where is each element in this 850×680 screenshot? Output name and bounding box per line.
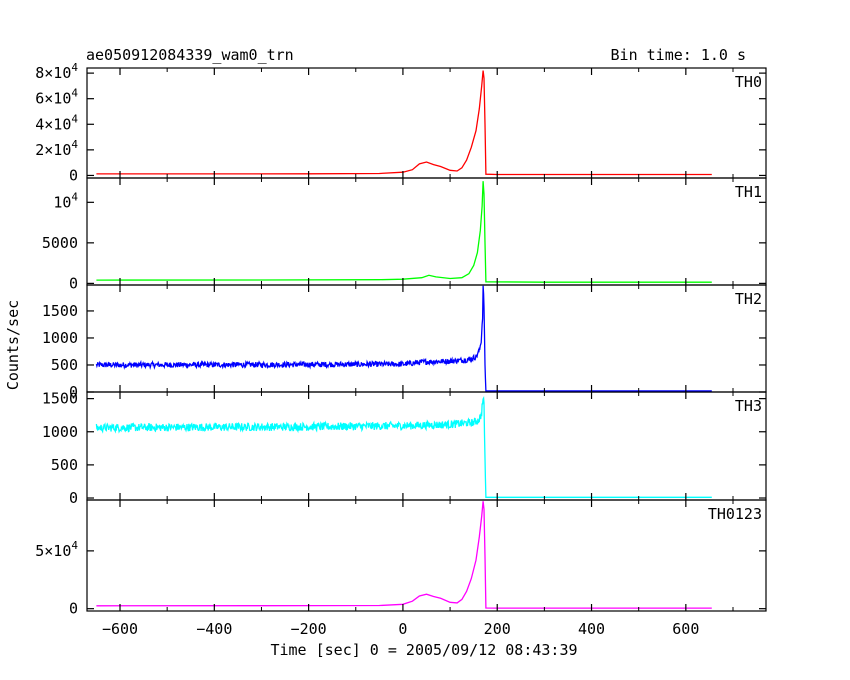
panel-th0: 0 2×104 4×104 6×104 8×104 TH0 [35, 61, 767, 184]
series-line-th2 [95, 285, 712, 392]
x-tick-labels: −600 −400 −200 0 200 400 600 [102, 620, 699, 638]
y-tick-label: 104 [53, 190, 78, 211]
panel-label: TH2 [735, 290, 762, 308]
y-tick-label: 500 [51, 356, 78, 374]
y-tick-label: 5000 [42, 234, 78, 252]
panel-frame [86, 284, 767, 393]
y-tick-label: 6×104 [35, 87, 78, 108]
x-tick-label: 600 [672, 620, 699, 638]
series-line-th3 [95, 396, 712, 498]
y-tick-label: 5×104 [35, 539, 78, 560]
panel-th1: 0 5000 104 TH1 [42, 177, 767, 292]
panel-th2: 0 500 1000 1500 TH2 [42, 284, 767, 401]
panel-th0123: 0 5×104 TH0123 [35, 499, 767, 618]
x-tick-label: −600 [102, 620, 138, 638]
panel-label: TH1 [735, 183, 762, 201]
x-tick-label: −200 [291, 620, 327, 638]
x-axis-label: Time [sec] 0 = 2005/09/12 08:43:39 [270, 641, 577, 659]
series-line-th0 [96, 70, 712, 176]
y-tick-label: 0 [69, 166, 78, 184]
y-tick-label: 0 [69, 274, 78, 292]
x-tick-label: 400 [578, 620, 605, 638]
panel-frame [86, 391, 767, 501]
y-tick-label: 1000 [42, 329, 78, 347]
x-tick-label: 0 [398, 620, 407, 638]
series-line-th0123 [96, 501, 712, 609]
series-line-th1 [96, 181, 712, 283]
panel-label: TH0123 [708, 505, 762, 523]
x-tick-label: −400 [196, 620, 232, 638]
y-tick-label: 2×104 [35, 138, 78, 159]
y-tick-label: 1500 [42, 302, 78, 320]
panel-label: TH0 [735, 73, 762, 91]
panel-th3: 0 500 1000 1500 TH3 [42, 390, 767, 507]
y-tick-label: 4×104 [35, 112, 78, 133]
y-tick-label: 1000 [42, 423, 78, 441]
bin-time-label: Bin time: 1.0 s [611, 46, 746, 64]
y-tick-label: 1500 [42, 390, 78, 408]
chart-title: ae050912084339_wam0_trn [86, 46, 294, 64]
panel-label: TH3 [735, 397, 762, 415]
panel-frame [86, 177, 767, 286]
panel-frame [86, 499, 767, 612]
y-tick-label: 0 [69, 600, 78, 618]
y-tick-label: 0 [69, 489, 78, 507]
y-tick-label: 0 [69, 383, 78, 401]
y-tick-label: 500 [51, 456, 78, 474]
x-tick-label: 200 [484, 620, 511, 638]
y-tick-label: 8×104 [35, 61, 78, 82]
y-axis-label: Counts/sec [4, 300, 22, 390]
